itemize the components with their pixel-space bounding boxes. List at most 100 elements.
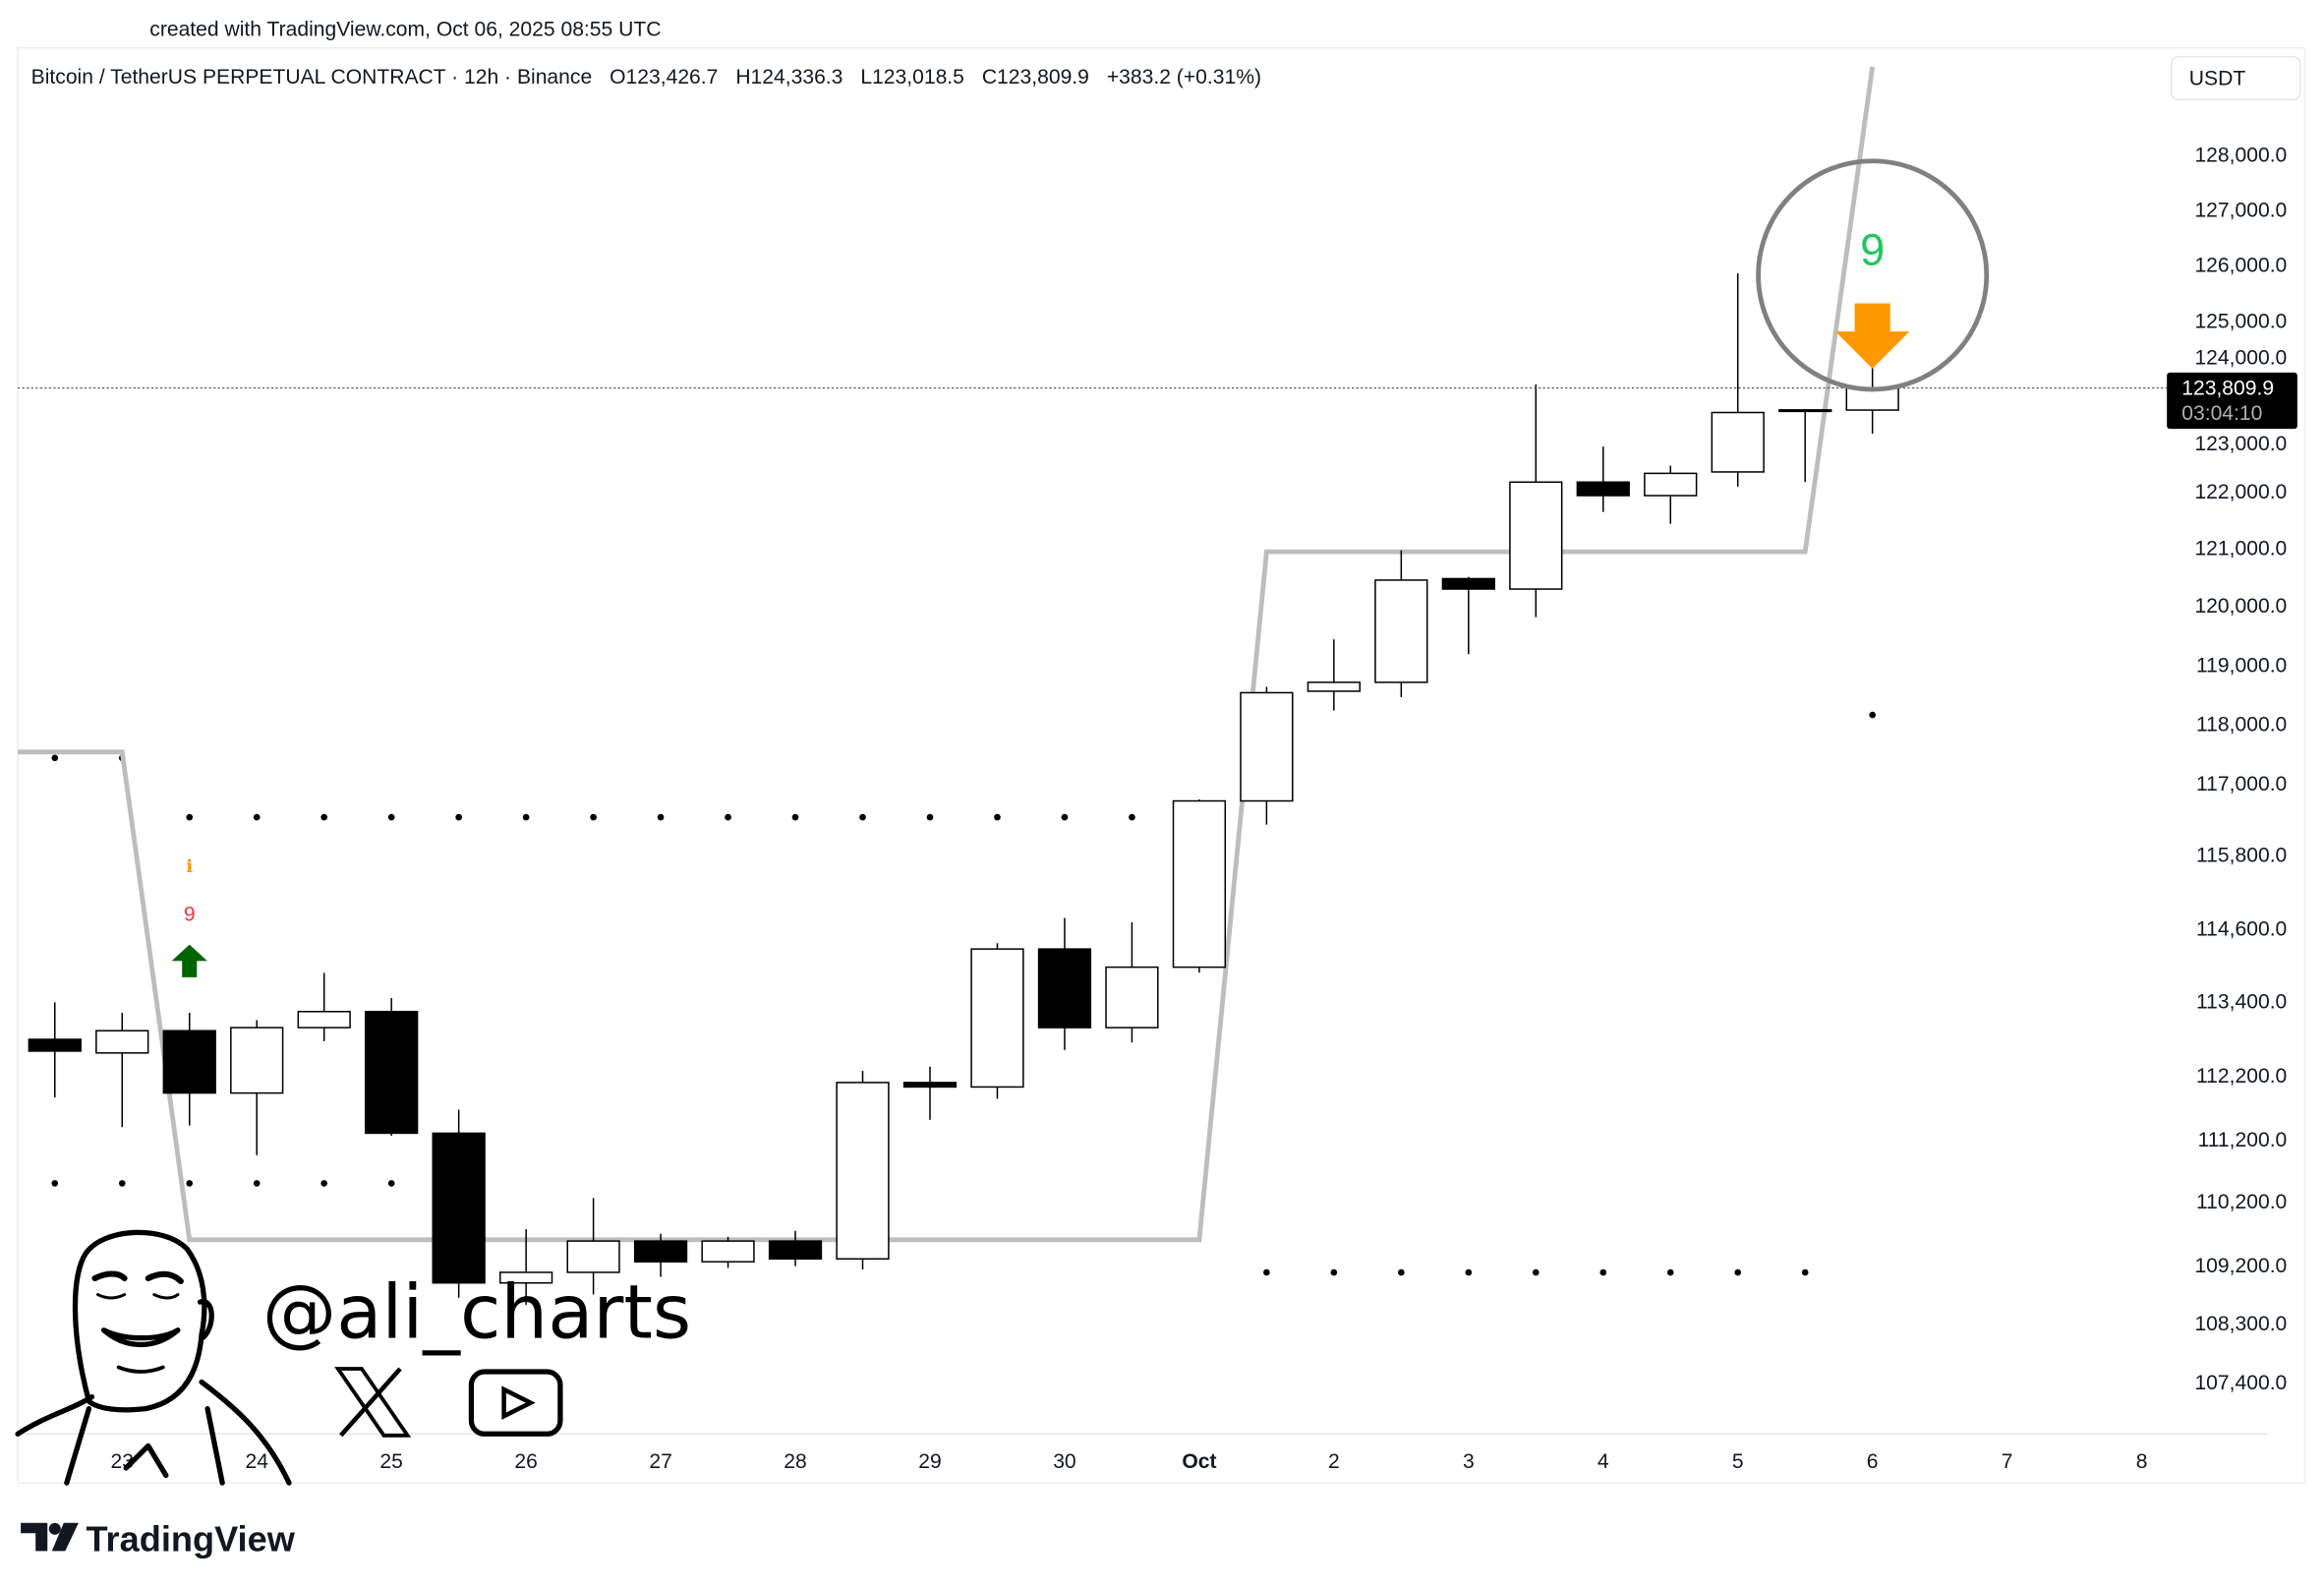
candle[interactable] [1441,576,1495,655]
last-price-label: 123,809.9 03:04:10 [2167,372,2297,430]
candle[interactable] [95,1012,149,1128]
candle[interactable] [28,1002,82,1098]
candle-body [633,1240,688,1263]
stop-dot [725,813,731,821]
candle[interactable] [633,1233,688,1277]
candle[interactable] [1711,272,1765,487]
candle-body [1307,681,1361,692]
candle-body [1644,472,1698,497]
candle-body [768,1240,823,1261]
stop-dot [1129,813,1135,821]
candle[interactable] [1307,639,1361,711]
candle[interactable] [701,1236,755,1268]
stop-dot [859,813,866,821]
stop-dot [1061,813,1069,821]
stop-dot [1263,1268,1270,1276]
candle[interactable] [902,1066,958,1120]
candles [28,272,1899,1305]
candle-body [1172,799,1227,969]
stop-dot [994,813,1001,821]
stop-dot [791,813,799,821]
stop-dot [455,813,462,821]
candle[interactable] [1644,465,1698,524]
candle[interactable] [836,1071,890,1269]
candle[interactable] [1778,409,1832,483]
price-tick-label: 118,000.0 [2196,714,2287,736]
currency-button[interactable]: USDT [2170,55,2301,101]
time-tick-label: 26 [514,1450,537,1473]
candle[interactable] [297,972,351,1041]
candle[interactable] [1374,550,1428,697]
price-tick-label: 112,200.0 [2196,1065,2287,1088]
price-tick-label: 108,300.0 [2194,1313,2287,1335]
candle-body [1576,481,1630,497]
candle-body [701,1240,755,1263]
stop-dot [51,1180,59,1187]
candle[interactable] [365,997,419,1137]
candle-body [28,1038,82,1052]
candle[interactable] [498,1229,553,1305]
stop-dot [1734,1268,1742,1276]
time-tick-label: Oct [1182,1450,1216,1473]
legend-change: +383.2 (+0.31%) [1107,66,1261,88]
candle[interactable] [432,1109,486,1298]
candle[interactable] [768,1230,823,1266]
trail-stop-line [18,66,1876,1243]
stop-dot [1869,711,1876,719]
stop-dot [1398,1268,1405,1276]
stop-dot [522,813,530,821]
candle-body [1374,579,1428,683]
price-tick-label: 125,000.0 [2194,311,2287,333]
price-tick-label: 115,800.0 [2196,844,2287,866]
candle[interactable] [1172,799,1227,973]
legend-high: H124,336.3 [735,66,842,88]
time-tick-label: 2 [1328,1450,1340,1473]
sell-count-label: 9 [1860,224,1885,274]
candle[interactable] [970,943,1024,1099]
time-tick-label: 6 [1867,1450,1879,1473]
time-tick-label: 3 [1463,1450,1475,1473]
candle[interactable] [566,1198,620,1295]
stop-dot [186,1180,194,1187]
youtube-icon [468,1369,563,1437]
info-marker[interactable]: i [186,856,193,877]
candle[interactable] [1509,383,1563,618]
tradingview-logo: TradingView [21,1518,296,1559]
candle[interactable] [162,1012,216,1126]
stop-dots [51,711,1876,1276]
candle[interactable] [230,1020,284,1155]
candle[interactable] [1240,686,1294,825]
price-tick-label: 121,000.0 [2194,537,2287,559]
price-tick-label: 126,000.0 [2194,254,2287,276]
price-tick-label: 110,200.0 [2196,1191,2287,1213]
time-tick-label: 25 [379,1450,402,1473]
currency-label: USDT [2189,67,2246,89]
bar-countdown: 03:04:10 [2181,402,2262,425]
candle-body [566,1240,620,1273]
candle[interactable] [1037,917,1092,1050]
time-tick-label: 30 [1053,1450,1075,1473]
time-tick-label: 28 [784,1450,806,1473]
svg-text:Bitcoin / TetherUS PERPETUAL C: Bitcoin / TetherUS PERPETUAL CONTRACT · … [31,66,1261,88]
price-tick-label: 127,000.0 [2194,200,2287,222]
price-axis[interactable]: 128,000.0 127,000.0 126,000.0 125,000.0 124,… [2194,145,2287,1394]
candle-body [1711,411,1765,473]
price-tick-label: 128,000.0 [2194,145,2287,167]
candle-body [95,1030,149,1054]
candle-body [162,1030,216,1094]
time-axis[interactable]: 23 24 25 26 27 28 29 30 Oct 2 3 4 5 6 7 8 [111,1450,2148,1473]
candle-body [970,948,1024,1089]
signals: i 9 9 [171,158,1990,977]
candle[interactable] [1576,446,1630,512]
price-tick-label: 114,600.0 [2196,918,2287,941]
price-tick-label: 113,400.0 [2196,991,2287,1014]
stop-dot [926,813,934,821]
candle-body [1105,966,1159,1029]
trail-line [18,66,1876,1243]
candle[interactable] [1105,921,1159,1043]
time-tick-label: 7 [2002,1450,2013,1473]
stop-dot [186,813,194,821]
x-logo-icon [334,1367,412,1438]
stop-dot [387,1180,395,1187]
